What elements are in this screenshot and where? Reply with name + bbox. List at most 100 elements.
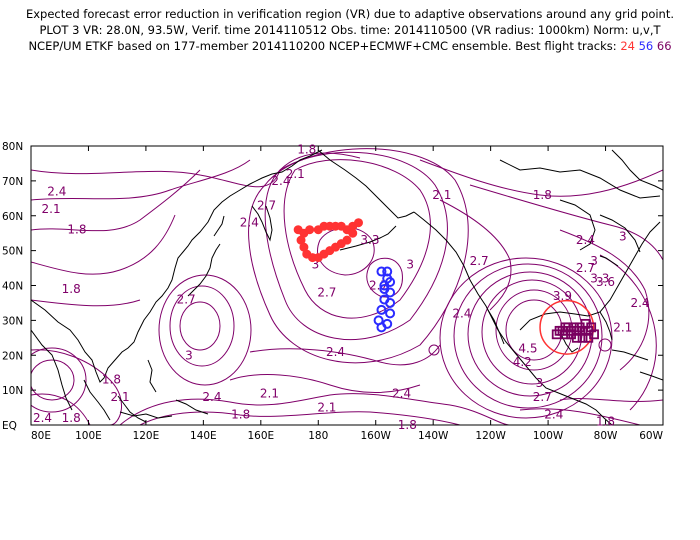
- track-56-point: [382, 266, 393, 277]
- contour-value-label: 2.1: [286, 167, 305, 181]
- contour-value-label: 1.8: [231, 408, 250, 422]
- contour-value-label: 1.8: [297, 142, 316, 156]
- header-line-1: Expected forecast error reduction in ver…: [25, 7, 675, 21]
- contour-value-label: 2.1: [432, 188, 451, 202]
- lon-label: 60W: [639, 430, 663, 442]
- contour-value-label: 2.4: [271, 174, 290, 188]
- lon-label: 180: [308, 430, 328, 442]
- contour-value-label: 2.4: [47, 184, 66, 198]
- contour-value-label: 2.4: [33, 411, 52, 425]
- contour-value-label: 4.5: [518, 341, 537, 355]
- contour-value-label: 3.9: [553, 289, 572, 303]
- track-66-point: [583, 325, 594, 336]
- header-line-3: NCEP/UM ETKF based on 177-member 2014110…: [0, 38, 700, 54]
- lon-label: 80W: [594, 430, 618, 442]
- track-66-point: [577, 332, 588, 343]
- track-24-point: [305, 225, 315, 235]
- lon-label: 100E: [75, 430, 102, 442]
- contour-value-label: 2.4: [202, 390, 221, 404]
- track-56-point: [385, 308, 396, 319]
- contour-value-label: 2.1: [111, 390, 130, 404]
- verification-region-circle: [539, 299, 595, 355]
- contour-value-label: 2.4: [240, 216, 259, 230]
- coastlines: [31, 149, 663, 425]
- track-24-point: [348, 228, 358, 238]
- contour-value-label: 2.4: [576, 233, 595, 247]
- contour-value-label: 3.6: [596, 275, 615, 289]
- contour-value-label: 3: [590, 254, 598, 268]
- track-56-point: [373, 315, 384, 326]
- lon-label: 100W: [533, 430, 564, 442]
- axis-ticks: [30, 145, 664, 426]
- contour-value-label: 3: [312, 258, 320, 272]
- contour-lines: [31, 148, 663, 425]
- track-66-point: [566, 325, 576, 336]
- plot-header: Expected forecast error reduction in ver…: [0, 6, 700, 54]
- contour-value-label: 2.7: [177, 292, 196, 306]
- longitude-labels: 80E 100E 120E 140E 160E 180 160W 140W 120W 100W 80…: [31, 430, 664, 442]
- lon-label: 80E: [31, 430, 51, 442]
- track-66-point: [583, 332, 594, 343]
- contour-value-label: 3: [185, 348, 193, 362]
- contour-value-label: 2.1: [42, 202, 61, 216]
- track-56-point: [376, 304, 387, 315]
- flight-tracks: [293, 218, 599, 343]
- track-56-point: [379, 294, 390, 305]
- track-66-point: [571, 325, 582, 336]
- lat-label: 80N: [2, 141, 23, 153]
- contour-value-label: 4.2: [513, 355, 532, 369]
- contour-value-label: 2.7: [317, 285, 336, 299]
- lat-label: 50N: [2, 246, 23, 258]
- lon-label: 140E: [190, 430, 217, 442]
- contour-value-label: 1.8: [398, 418, 417, 432]
- contour-value-label: 3.3: [360, 233, 379, 247]
- lat-label: 70N: [2, 176, 23, 188]
- lon-label: 160E: [247, 430, 274, 442]
- contour-value-label: 2.7: [470, 254, 489, 268]
- track-56-point: [379, 280, 390, 291]
- contour-value-label: 3: [619, 230, 627, 244]
- track-66-point: [577, 325, 588, 336]
- lat-label: 10N: [2, 385, 23, 397]
- contour-value-label: 1.8: [102, 373, 121, 387]
- lat-label: EQ: [2, 420, 17, 432]
- contour-value-label: 2.1: [317, 401, 336, 415]
- track-24-point: [353, 218, 363, 228]
- lon-label: 120W: [475, 430, 506, 442]
- contour-value-label: 2.4: [452, 306, 471, 320]
- contour-value-label: 2.4: [630, 296, 649, 310]
- track-56-label: 56: [638, 39, 654, 53]
- contour-value-label: 3.3: [590, 272, 609, 286]
- contour-value-label: 2.7: [533, 390, 552, 404]
- contour-value-label: 2.7: [257, 198, 276, 212]
- contour-value-label: 2.4: [326, 345, 345, 359]
- header-line-2: PLOT 3 VR: 28.0N, 93.5W, Verif. time 201…: [39, 23, 661, 37]
- contour-value-label: 3: [406, 258, 414, 272]
- track-56-point: [379, 283, 390, 294]
- contour-value-label: 1.8: [533, 188, 552, 202]
- contour-value-label: 1.8: [67, 223, 86, 237]
- contour-value-label: 1.8: [62, 282, 81, 296]
- header-line-3-text: NCEP/UM ETKF based on 177-member 2014110…: [28, 39, 617, 53]
- lat-label: 20N: [2, 350, 23, 362]
- lat-label: 30N: [2, 315, 23, 327]
- contour-value-label: 2.1: [260, 387, 279, 401]
- lon-label: 120E: [133, 430, 160, 442]
- track-24-label: 24: [620, 39, 635, 53]
- contour-value-label: 3: [536, 376, 544, 390]
- contour-value-label: 2.4: [392, 387, 411, 401]
- lat-label: 40N: [2, 281, 23, 293]
- contour-value-label: 2.1: [613, 320, 632, 334]
- contour-value-label: 1.8: [62, 411, 81, 425]
- contour-value-label: 2.4: [544, 408, 563, 422]
- lon-label: 160W: [361, 430, 392, 442]
- track-66-label: 66: [656, 39, 672, 53]
- latitude-labels: 80N 70N 60N 50N 40N 30N 20N 10N EQ: [2, 141, 23, 432]
- track-56-point: [376, 266, 387, 277]
- contour-value-label: 1.8: [596, 415, 615, 429]
- track-24-point: [342, 235, 352, 245]
- lon-label: 140W: [418, 430, 449, 442]
- contour-labels: 1.82.12.42.72.42.42.11.81.82.73 2.42.733.…: [33, 142, 650, 432]
- lat-label: 60N: [2, 211, 23, 223]
